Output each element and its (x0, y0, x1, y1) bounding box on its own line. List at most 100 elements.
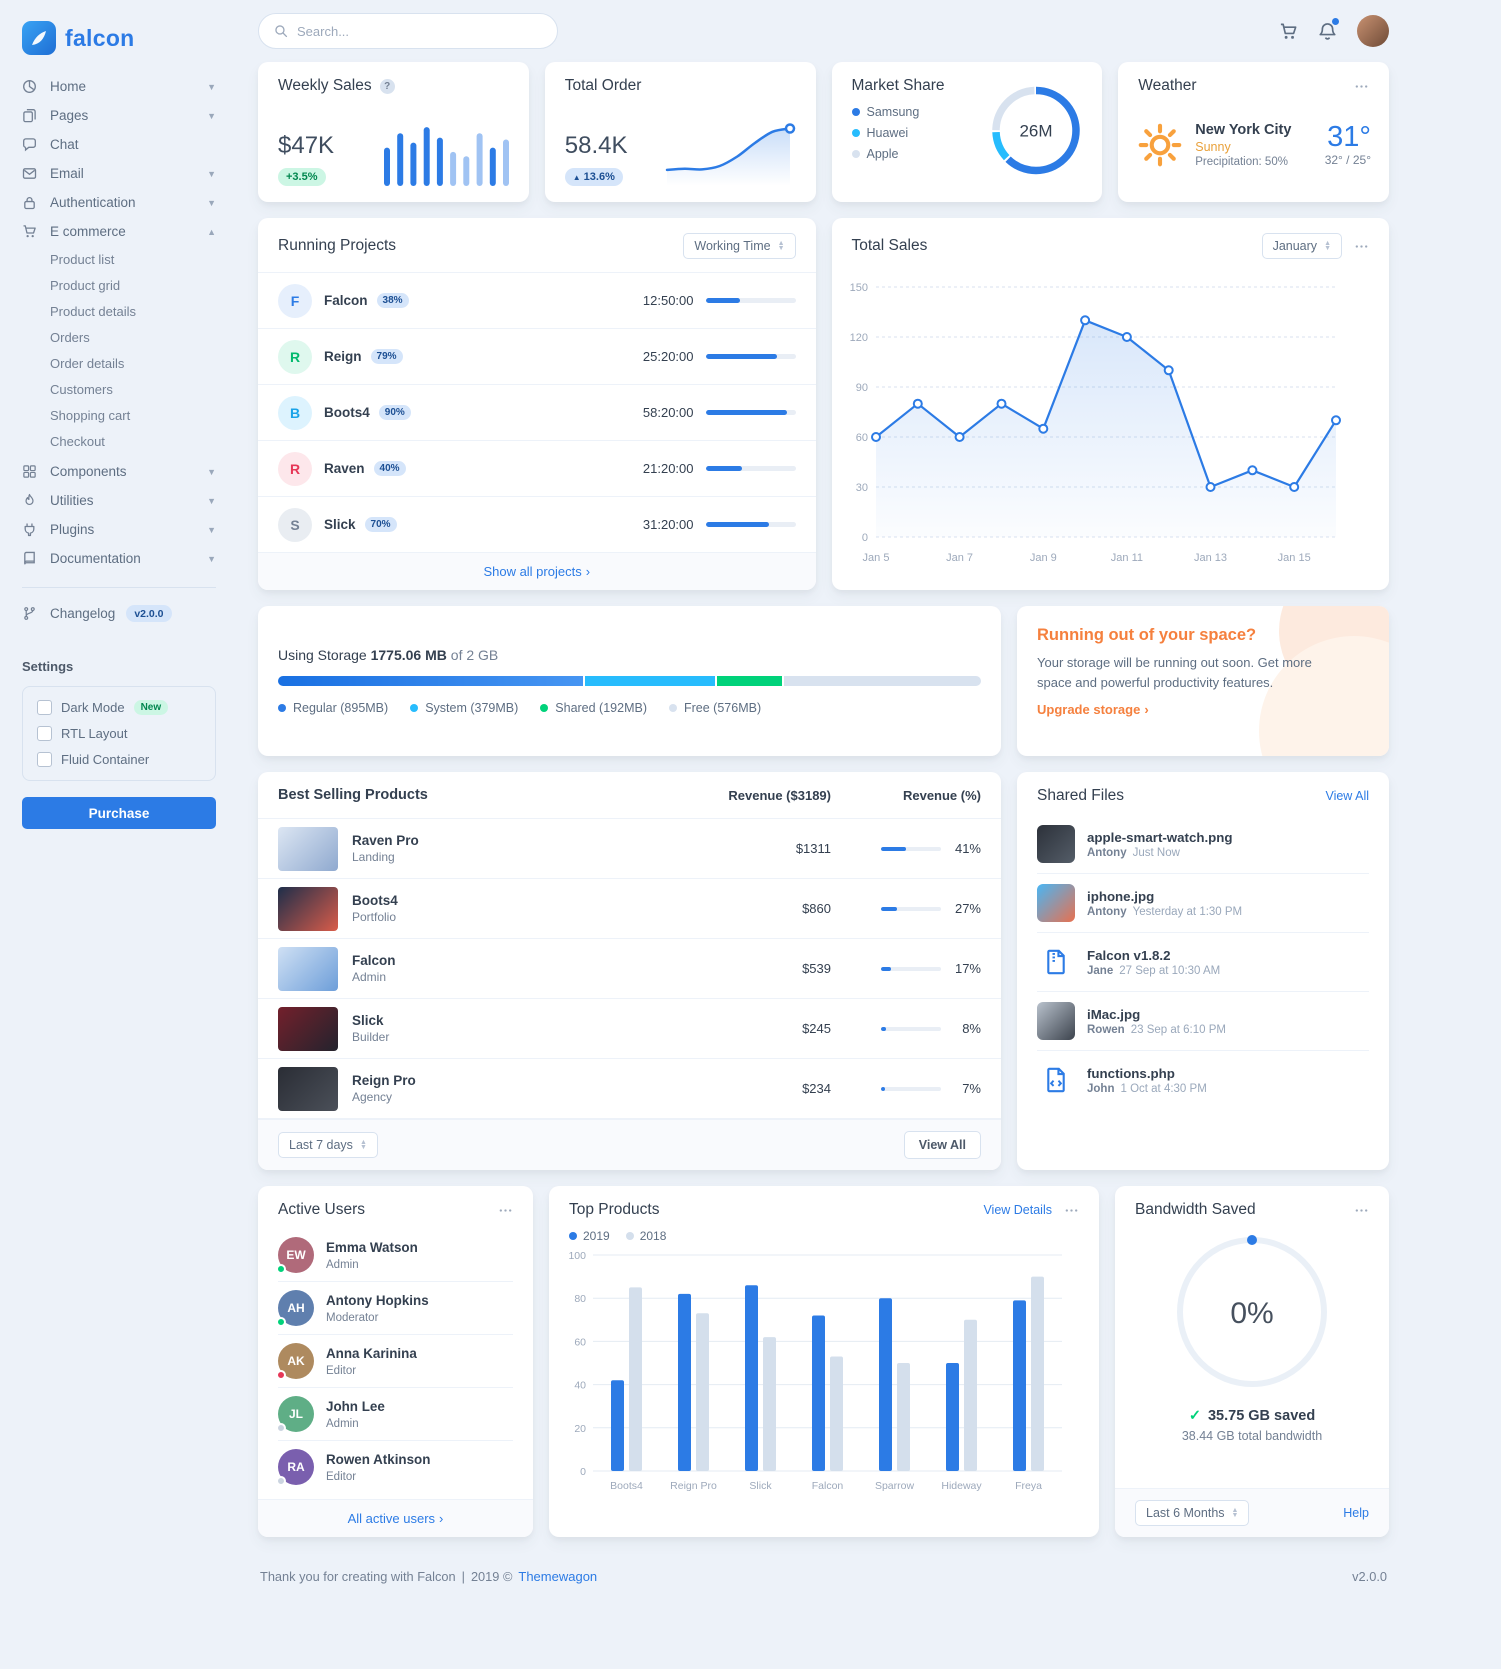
working-time-select[interactable]: Working Time ▲ ▼ (683, 233, 796, 259)
sidebar-item-documentation[interactable]: Documentation ▼ (22, 544, 216, 573)
weather-menu-button[interactable] (1354, 79, 1369, 94)
file-name-link[interactable]: Falcon v1.8.2 (1087, 947, 1171, 963)
search-input[interactable] (297, 23, 542, 39)
project-name-link[interactable]: Reign (324, 349, 362, 364)
checkbox[interactable] (37, 752, 52, 767)
user-name-link[interactable]: Antony Hopkins (326, 1292, 429, 1308)
sidebar: falcon Home ▼ Pages ▼ Chat Email ▼ Authenticati… (0, 0, 236, 859)
project-name-link[interactable]: Raven (324, 461, 365, 476)
user-name-link[interactable]: John Lee (326, 1398, 385, 1414)
shared-files-title: Shared Files (1037, 787, 1125, 804)
project-progress-badge: 70% (364, 517, 397, 532)
months-select[interactable]: Last 6 Months ▲ ▼ (1135, 1500, 1250, 1526)
status-dot (276, 1370, 286, 1380)
svg-text:60: 60 (574, 1336, 586, 1348)
setting-rtl-layout[interactable]: RTL Layout (37, 726, 201, 741)
top-products-card: Top Products View Details 2019 2018 0 20 40… (549, 1186, 1099, 1537)
product-thumbnail (278, 886, 338, 931)
chevron-down-icon: ▼ (207, 466, 216, 477)
file-code-icon (1037, 1061, 1075, 1099)
sidebar-item-customers[interactable]: Customers (50, 381, 113, 397)
shared-files-view-all-link[interactable]: View All (1325, 789, 1369, 803)
sidebar-item-utilities[interactable]: Utilities ▼ (22, 486, 216, 515)
sidebar-item-e-commerce[interactable]: E commerce ▲ (22, 217, 216, 246)
sidebar-item-plugins[interactable]: Plugins ▼ (22, 515, 216, 544)
sidebar-item-order-details[interactable]: Order details (50, 355, 125, 371)
checkbox[interactable] (37, 700, 52, 715)
sidebar-item-email[interactable]: Email ▼ (22, 159, 216, 188)
purchase-button[interactable]: Purchase (22, 797, 216, 829)
all-active-users-link[interactable]: All active users › (347, 1511, 444, 1526)
total-sales-menu-button[interactable] (1354, 239, 1369, 254)
legend-item-2018[interactable]: 2018 (625, 1229, 666, 1243)
checkbox[interactable] (37, 726, 52, 741)
footer-divider: | (461, 1569, 465, 1584)
bandwidth-menu-button[interactable] (1354, 1203, 1369, 1218)
sidebar-item-product-grid[interactable]: Product grid (50, 277, 121, 293)
status-dot (276, 1264, 286, 1274)
file-name-link[interactable]: apple-smart-watch.png (1087, 829, 1233, 845)
user-row-rowen-atkinson: RA Rowen Atkinson Editor (276, 1441, 513, 1493)
sidebar-item-home[interactable]: Home ▼ (22, 72, 216, 101)
setting-dark-mode[interactable]: Dark Mode New (37, 700, 201, 715)
setting-fluid-container[interactable]: Fluid Container (37, 752, 201, 767)
view-all-button[interactable]: View All (903, 1131, 981, 1159)
sidebar-item-product-list[interactable]: Product list (50, 251, 115, 267)
user-name-link[interactable]: Rowen Atkinson (326, 1451, 431, 1467)
search-box[interactable] (258, 13, 558, 49)
bell-icon[interactable] (1318, 17, 1339, 41)
active-users-menu-button[interactable] (498, 1203, 513, 1218)
project-avatar: R (278, 339, 312, 374)
legend-item-2019[interactable]: 2019 (569, 1229, 610, 1243)
sidebar-item-pages[interactable]: Pages ▼ (22, 101, 216, 130)
project-name-link[interactable]: Falcon (324, 293, 368, 308)
sidebar-item-checkout[interactable]: Checkout (50, 433, 105, 449)
product-name-link[interactable]: Raven Pro (352, 833, 419, 848)
sort-icon: ▲ ▼ (1231, 1507, 1239, 1519)
view-details-link[interactable]: View Details (983, 1203, 1052, 1217)
product-revenue-percent: 17% (831, 961, 981, 976)
help-link[interactable]: Help (1343, 1506, 1369, 1520)
storage-segment-regular (278, 676, 584, 686)
svg-text:30: 30 (855, 482, 867, 494)
product-name-link[interactable]: Falcon (352, 953, 396, 968)
themewagon-link[interactable]: Themewagon (518, 1569, 598, 1584)
month-select[interactable]: January ▲ ▼ (1261, 233, 1342, 259)
sidebar-item-product-details[interactable]: Product details (50, 303, 136, 319)
sidebar-item-chat[interactable]: Chat (22, 130, 216, 159)
sidebar-item-changelog[interactable]: Changelog v2.0.0 (22, 598, 216, 629)
product-category: Agency (352, 1090, 393, 1104)
file-name-link[interactable]: iphone.jpg (1087, 888, 1155, 904)
profile-avatar[interactable] (1357, 15, 1389, 47)
sidebar-item-authentication[interactable]: Authentication ▼ (22, 188, 216, 217)
cart-icon[interactable] (1279, 22, 1298, 41)
sort-icon: ▲ ▼ (359, 1139, 367, 1151)
file-timestamp: 27 Sep at 10:30 AM (1119, 964, 1221, 977)
product-name-link[interactable]: Slick (352, 1013, 384, 1028)
file-name-link[interactable]: functions.php (1087, 1065, 1175, 1081)
storage-legend: Regular (895MB) System (379MB) Shared (192… (278, 701, 981, 715)
product-revenue: $245 (802, 1021, 831, 1036)
show-all-projects-link[interactable]: Show all projects › (483, 564, 591, 579)
product-name-link[interactable]: Reign Pro (352, 1073, 416, 1088)
sidebar-item-shopping-cart[interactable]: Shopping cart (50, 407, 131, 423)
product-thumbnail (278, 826, 338, 871)
sidebar-item-components[interactable]: Components ▼ (22, 457, 216, 486)
sidebar-item-orders[interactable]: Orders (50, 329, 90, 345)
footer-year: 2019 © (470, 1569, 513, 1584)
file-name-link[interactable]: iMac.jpg (1087, 1006, 1141, 1022)
avatar: EW (276, 1237, 314, 1274)
user-name-link[interactable]: Anna Karinina (326, 1345, 417, 1361)
projects-list: F Falcon 38% 12:50:00 R Reign 79% 25:20:00 B Boot… (258, 273, 816, 552)
help-icon[interactable]: ? (379, 78, 395, 94)
total-order-change-badge: ▲ 13.6% (564, 168, 623, 186)
top-products-menu-button[interactable] (1064, 1203, 1079, 1218)
upgrade-storage-link[interactable]: Upgrade storage › (1037, 702, 1149, 717)
project-name-link[interactable]: Boots4 (324, 405, 370, 420)
period-select[interactable]: Last 7 days ▲ ▼ (278, 1132, 378, 1158)
project-name-link[interactable]: Slick (324, 517, 356, 532)
cart-icon (22, 224, 39, 239)
product-name-link[interactable]: Boots4 (352, 893, 398, 908)
user-name-link[interactable]: Emma Watson (326, 1239, 418, 1255)
brand-logo[interactable]: falcon (22, 10, 216, 66)
